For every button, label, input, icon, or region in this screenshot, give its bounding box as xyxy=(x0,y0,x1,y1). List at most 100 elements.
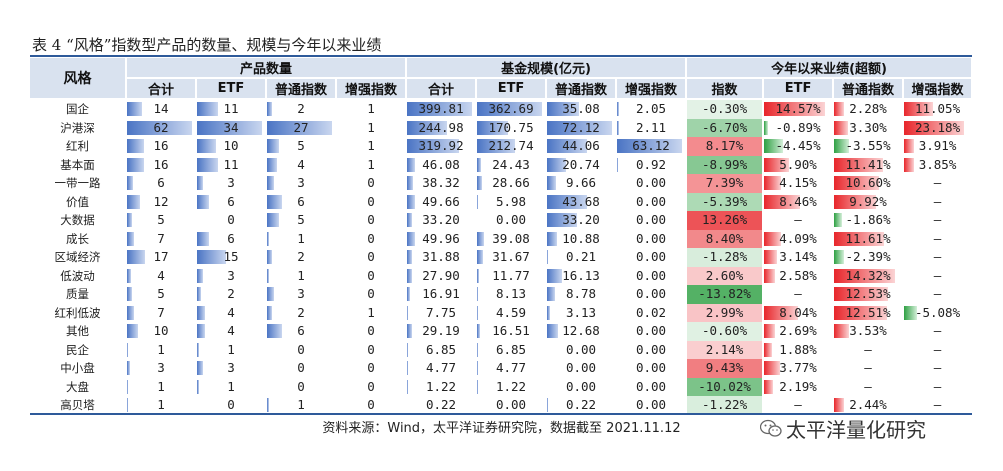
style-name-cell: 红利低波 xyxy=(30,303,127,322)
perf-value: -3.55% xyxy=(845,138,891,154)
perf-etf-cell: 8.46% xyxy=(763,192,835,211)
count-data-bar xyxy=(197,361,203,376)
count-normal-cell: 0 xyxy=(266,359,337,378)
perf-etf-cell: 8.04% xyxy=(763,303,835,322)
scale-data-bar xyxy=(617,157,618,172)
count-enhanced-cell: 0 xyxy=(336,192,408,211)
perf-etf-cell: 3.14% xyxy=(763,248,835,267)
perf-value: 8.17% xyxy=(705,138,744,154)
count-value: 2 xyxy=(227,286,235,302)
count-value: 0 xyxy=(297,378,305,394)
perf-total-cell: -13.82% xyxy=(686,285,765,304)
count-value: 5 xyxy=(157,212,165,228)
perf-value: 23.18% xyxy=(914,119,961,135)
table-row: 基本面 16 11 4 1 46.08 24.43 20.74 0.92 -8.99% 5.90% 1… xyxy=(30,155,974,174)
scale-etf-cell: 362.69 xyxy=(476,99,548,119)
perf-value: 1.88% xyxy=(779,341,817,357)
count-total-cell: 17 xyxy=(126,248,197,267)
table-row: 红利 16 10 5 1 319.92 212.74 44.06 63.12 8.17% -4.45… xyxy=(30,137,974,156)
perf-value: -0.89% xyxy=(775,119,821,135)
count-data-bar xyxy=(197,379,199,394)
count-value: 16 xyxy=(153,138,169,154)
scale-value: 0.00 xyxy=(635,193,667,209)
count-value: 1 xyxy=(157,378,165,394)
scale-enhanced-cell: 2.05 xyxy=(616,99,688,119)
scale-enhanced-cell: 0.00 xyxy=(616,174,688,193)
perf-enhanced-cell: – xyxy=(903,192,974,211)
count-total-cell: 12 xyxy=(126,192,197,211)
scale-value: 46.08 xyxy=(422,156,460,172)
count-etf-cell: 0 xyxy=(196,396,267,415)
scale-value: 29.19 xyxy=(422,323,460,339)
scale-total-cell: 16.91 xyxy=(406,285,478,304)
perf-normal-cell: 3.30% xyxy=(833,118,905,137)
perf-etf-cell: – xyxy=(763,396,835,415)
perf-value: – xyxy=(933,286,942,302)
scale-etf-cell: 5.98 xyxy=(476,192,548,211)
perf-normal-cell: 12.51% xyxy=(833,303,905,322)
perf-value: 2.19% xyxy=(779,378,817,394)
table-row: 大数据 5 0 5 0 33.20 0.00 33.20 0.00 13.26% – -1.86% – xyxy=(30,211,974,230)
count-data-bar xyxy=(127,157,144,172)
header-scale-total: 合计 xyxy=(406,78,478,100)
perf-normal-cell: 11.41% xyxy=(833,155,905,174)
perf-value: – xyxy=(933,341,942,357)
count-data-bar xyxy=(127,139,144,154)
scale-value: 35.08 xyxy=(562,101,600,117)
scale-value: 6.85 xyxy=(425,341,457,357)
count-value: 2 xyxy=(297,101,305,117)
perf-value: -10.02% xyxy=(698,378,751,394)
perf-normal-cell: -2.39% xyxy=(833,248,905,267)
perf-data-bar xyxy=(904,139,915,154)
scale-enhanced-cell: 0.00 xyxy=(616,396,688,415)
count-value: 34 xyxy=(223,119,239,135)
perf-value: 7.39% xyxy=(705,175,744,191)
perf-value: 14.57% xyxy=(775,101,821,117)
count-normal-cell: 2 xyxy=(266,303,337,322)
scale-value: 0.00 xyxy=(565,360,597,376)
wechat-icon xyxy=(759,419,782,444)
count-normal-cell: 1 xyxy=(266,396,337,415)
count-value: 11 xyxy=(223,101,239,117)
count-value: 0 xyxy=(227,397,235,413)
style-name-cell: 基本面 xyxy=(30,155,127,174)
count-data-bar xyxy=(127,194,140,209)
scale-normal-cell: 9.66 xyxy=(546,174,618,193)
scale-value: 0.00 xyxy=(635,212,667,228)
header-count-etf: ETF xyxy=(196,78,267,100)
table-row: 质量 5 2 3 0 16.91 8.13 8.78 0.00 -13.82% – 12.53% – xyxy=(30,285,974,304)
header-perf-etf: ETF xyxy=(763,78,835,100)
header-scale-normal: 普通指数 xyxy=(546,78,618,100)
scale-value: 0.00 xyxy=(635,341,667,357)
perf-total-cell: 13.26% xyxy=(686,211,765,230)
count-enhanced-cell: 1 xyxy=(336,155,408,174)
header-count-enhanced: 增强指数 xyxy=(336,78,408,100)
perf-total-cell: -10.02% xyxy=(686,377,765,396)
count-total-cell: 3 xyxy=(126,359,197,378)
scale-enhanced-cell: 0.00 xyxy=(616,285,688,304)
table-row: 民企 1 1 0 0 6.85 6.85 0.00 0.00 2.14% 1.88% – – xyxy=(30,340,974,359)
scale-data-bar xyxy=(407,268,412,283)
style-name-cell: 大盘 xyxy=(30,377,127,396)
scale-value: 24.43 xyxy=(492,156,530,172)
count-data-bar xyxy=(197,342,199,357)
count-data-bar xyxy=(197,231,209,246)
perf-value: 2.44% xyxy=(849,397,887,413)
count-value: 0 xyxy=(367,397,375,413)
scale-value: 0.00 xyxy=(635,323,667,339)
count-normal-cell: 3 xyxy=(266,174,337,193)
header-scale-enhanced: 增强指数 xyxy=(616,78,688,100)
count-data-bar xyxy=(197,157,219,172)
perf-etf-cell: 2.69% xyxy=(763,322,835,341)
scale-data-bar xyxy=(407,213,413,228)
scale-value: 4.59 xyxy=(495,304,527,320)
scale-value: 12.68 xyxy=(562,323,600,339)
perf-value: – xyxy=(933,249,942,265)
scale-data-bar xyxy=(547,213,578,228)
scale-data-bar xyxy=(477,231,485,246)
scale-value: 0.00 xyxy=(635,230,667,246)
scale-enhanced-cell: 0.00 xyxy=(616,229,688,248)
count-normal-cell: 0 xyxy=(266,340,337,359)
scale-normal-cell: 3.13 xyxy=(546,303,618,322)
scale-data-bar xyxy=(547,139,587,154)
